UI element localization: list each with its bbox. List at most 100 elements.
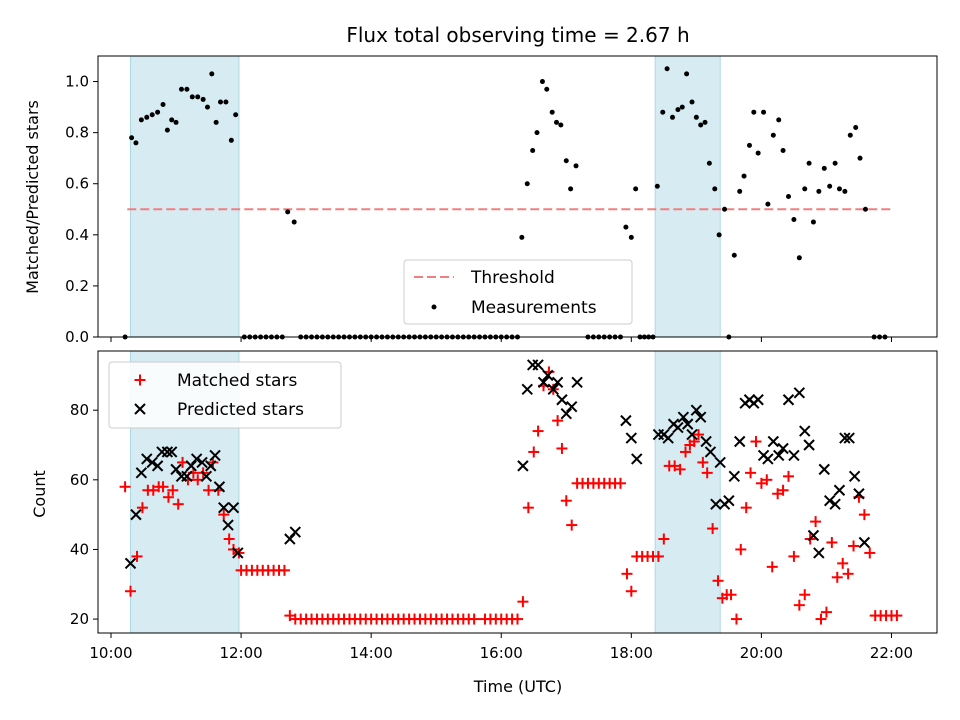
measurement-point bbox=[832, 160, 838, 166]
measurement-point bbox=[780, 148, 786, 154]
legend-matched-swatch bbox=[134, 374, 146, 386]
predicted-star-point bbox=[289, 526, 301, 538]
top-panel: 0.0 0.2 0.4 0.6 0.8 1.0 Threshold Measurements bbox=[65, 55, 938, 346]
measurement-point bbox=[706, 160, 712, 166]
matched-star-point bbox=[223, 533, 235, 545]
measurement-point bbox=[755, 150, 761, 156]
matched-star-point bbox=[468, 613, 480, 625]
predicted-star-point bbox=[777, 442, 789, 455]
measurement-point bbox=[836, 186, 842, 192]
measurement-point bbox=[164, 127, 170, 133]
predicted-star-point bbox=[213, 481, 226, 493]
measurement-point bbox=[806, 160, 812, 166]
measurement-point bbox=[291, 219, 297, 225]
measurement-point bbox=[802, 186, 808, 192]
measurement-point bbox=[670, 114, 676, 120]
measurement-point bbox=[847, 132, 853, 138]
matched-star-point bbox=[172, 498, 184, 510]
legend-predicted-swatch bbox=[134, 403, 146, 415]
predicted-star-point bbox=[227, 501, 240, 514]
matched-star-point bbox=[614, 477, 626, 489]
predicted-star-point bbox=[537, 376, 550, 389]
predicted-star-point bbox=[728, 470, 741, 483]
predicted-star-point bbox=[232, 547, 244, 559]
measurement-point bbox=[189, 94, 195, 100]
predicted-star-point bbox=[672, 421, 684, 434]
matched-star-point bbox=[680, 446, 692, 458]
predicted-star-point bbox=[690, 404, 703, 416]
measurement-point bbox=[530, 148, 536, 154]
matched-star-point bbox=[777, 484, 789, 496]
y-tick-label: 0.2 bbox=[65, 277, 89, 295]
predicted-star-point bbox=[185, 460, 197, 472]
predicted-star-point bbox=[190, 453, 203, 465]
predicted-star-point bbox=[788, 449, 800, 462]
matched-star-point bbox=[658, 533, 670, 545]
predicted-star-point bbox=[181, 470, 193, 483]
measurement-point bbox=[716, 232, 722, 238]
measurement-point bbox=[144, 114, 150, 120]
predicted-star-point bbox=[556, 394, 568, 406]
measurement-point bbox=[568, 186, 574, 192]
predicted-star-point bbox=[799, 425, 811, 437]
matched-star-point bbox=[512, 613, 523, 625]
measurement-point bbox=[129, 135, 135, 141]
predicted-star-point bbox=[710, 498, 722, 510]
matched-star-point bbox=[177, 456, 189, 468]
predicted-star-point bbox=[547, 383, 559, 396]
predicted-star-point bbox=[734, 435, 746, 448]
predicted-star-point bbox=[532, 359, 544, 371]
predicted-star-point bbox=[631, 453, 643, 465]
measurement-point bbox=[573, 163, 579, 169]
measurement-point bbox=[842, 188, 848, 194]
measurement-point bbox=[534, 130, 540, 136]
matched-star-point bbox=[750, 436, 762, 448]
measurement-point bbox=[796, 255, 802, 261]
legend-box bbox=[403, 259, 633, 325]
matched-star-point bbox=[131, 550, 143, 562]
predicted-star-point bbox=[773, 449, 785, 462]
measurement-point bbox=[791, 216, 797, 222]
matched-star-point bbox=[788, 550, 800, 562]
matched-star-point bbox=[192, 474, 204, 486]
y-tick-label: 0.6 bbox=[65, 175, 89, 193]
highlight-span bbox=[654, 350, 721, 634]
predicted-star-point bbox=[833, 484, 846, 496]
measurement-point bbox=[138, 117, 144, 123]
y-tick-label: 0.0 bbox=[65, 328, 89, 346]
predicted-star-point bbox=[823, 494, 836, 507]
predicted-star-point bbox=[767, 435, 780, 448]
measurement-point bbox=[628, 234, 634, 240]
measurement-point bbox=[827, 183, 833, 189]
measurement-point bbox=[821, 165, 827, 171]
matched-star-point bbox=[761, 474, 773, 486]
x-tick-label: 18:00 bbox=[610, 644, 653, 662]
matched-star-point bbox=[517, 596, 529, 608]
y-tick-label: 80 bbox=[70, 401, 89, 419]
measurement-point bbox=[223, 99, 229, 105]
measurement-point bbox=[558, 122, 564, 128]
measurement-point bbox=[660, 109, 666, 115]
measurement-point bbox=[633, 186, 639, 192]
matched-star-point bbox=[125, 585, 137, 597]
matched-star-point bbox=[674, 463, 686, 475]
matched-star-point bbox=[891, 610, 903, 622]
predicted-star-point bbox=[625, 432, 638, 444]
matched-star-point bbox=[826, 536, 838, 548]
measurement-point bbox=[693, 114, 699, 120]
measurement-point bbox=[539, 79, 545, 85]
matched-star-point bbox=[730, 613, 742, 625]
matched-star-point bbox=[218, 509, 230, 521]
predicted-star-point bbox=[681, 418, 694, 430]
matched-star-point bbox=[745, 467, 757, 479]
measurement-point bbox=[664, 66, 670, 72]
series-0 bbox=[122, 66, 888, 340]
y-tick-label: 0.8 bbox=[65, 124, 89, 142]
measurement-point bbox=[751, 109, 757, 115]
legend-matched-label: Matched stars bbox=[177, 371, 297, 391]
matched-star-point bbox=[119, 481, 131, 493]
top-legend: Threshold Measurements bbox=[403, 259, 633, 325]
matched-star-point bbox=[528, 446, 540, 458]
matched-star-point bbox=[864, 547, 876, 559]
